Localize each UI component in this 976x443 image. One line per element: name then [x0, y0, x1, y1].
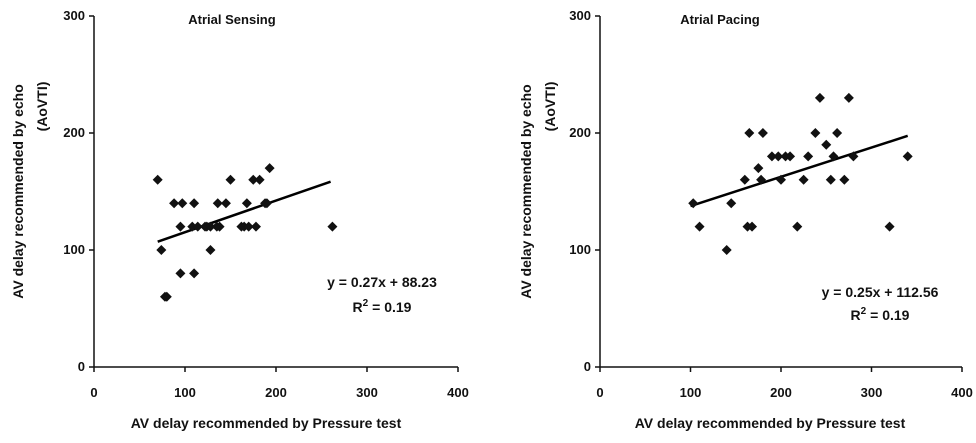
chart1-data-point — [189, 198, 200, 209]
chart1-regression-equation: y = 0.27x + 88.23 — [327, 274, 437, 290]
chart2-data-point — [694, 221, 705, 232]
chart2-x-tick-label: 400 — [951, 385, 973, 400]
chart2-data-point — [726, 198, 737, 209]
chart2-y-tick-label: 100 — [569, 242, 591, 257]
chart2-data-point — [792, 221, 803, 232]
chart1-y-axis-label-sub: (AoVTI) — [34, 82, 50, 132]
chart2-y-tick-label: 300 — [569, 8, 591, 23]
chart2-data-point — [832, 128, 843, 138]
chart2-data-point — [753, 163, 764, 174]
chart1-data-point — [152, 174, 163, 185]
chart2-y-axis-label: AV delay recommended by echo — [518, 84, 534, 298]
chart2-data-point — [902, 151, 913, 162]
chart2-data-point — [739, 174, 750, 185]
chart1-data-point — [261, 198, 272, 209]
chart2-data-point — [747, 221, 758, 232]
chart1-data-point — [205, 245, 216, 255]
chart2-regression-equation: y = 0.25x + 112.56 — [822, 284, 939, 300]
chart2-data-point — [821, 139, 832, 150]
chart2-data-point — [810, 128, 821, 138]
chart1-x-tick-label: 200 — [265, 385, 287, 400]
chart2-data-point — [798, 174, 809, 185]
chart2-data-point — [825, 174, 836, 185]
chart1-x-tick-label: 100 — [174, 385, 196, 400]
chart1-x-axis-label: AV delay recommended by Pressure test — [131, 415, 402, 431]
chart2-data-point — [803, 151, 814, 162]
chart1-data-point — [243, 221, 254, 232]
chart2-data-point — [828, 151, 839, 162]
chart1-data-point — [254, 174, 265, 185]
chart1-data-point — [205, 221, 216, 232]
chart2-x-tick-label: 100 — [680, 385, 702, 400]
chart1-data-point — [250, 221, 261, 232]
chart2-y-tick-label: 200 — [569, 125, 591, 140]
chart1-data-point — [156, 245, 167, 255]
chart1-x-tick-label: 300 — [356, 385, 378, 400]
chart1-title: Atrial Sensing — [188, 12, 275, 27]
chart2-data-point — [776, 174, 786, 185]
chart1-data-point — [264, 163, 275, 174]
chart1-data-point — [169, 198, 180, 209]
chart2-x-axis-label: AV delay recommended by Pressure test — [635, 415, 906, 431]
chart1-data-point — [175, 268, 186, 279]
chart1-y-axis-label: AV delay recommended by echo — [10, 84, 26, 298]
chart2-trend-line — [690, 134, 909, 208]
chart1-y-tick-label: 100 — [63, 242, 85, 257]
chart1-data-point — [175, 221, 186, 232]
chart2-data-point — [744, 128, 755, 138]
chart2-data-point — [756, 174, 767, 185]
chart2-x-tick-label: 200 — [770, 385, 792, 400]
chart1-data-point — [214, 221, 225, 232]
chart1-y-tick-label: 200 — [63, 125, 85, 140]
chart2-data-point — [688, 198, 699, 209]
chart2-title: Atrial Pacing — [680, 12, 760, 27]
chart1-data-point — [220, 198, 231, 209]
chart2-data-point — [757, 128, 768, 138]
chart2-y-tick-label: 0 — [584, 359, 591, 374]
chart2-data-point — [839, 174, 850, 185]
chart1-data-point — [177, 198, 188, 209]
chart2-data-point — [848, 151, 859, 162]
chart1-trend-line — [157, 180, 332, 243]
chart1-data-point — [327, 221, 338, 232]
chart2-data-point — [721, 245, 732, 255]
chart1-data-point — [248, 174, 259, 185]
chart2-data-point — [785, 151, 796, 162]
chart1-x-tick-label: 400 — [447, 385, 469, 400]
chart1-data-point — [192, 221, 203, 232]
chart2-r-squared: R2 = 0.19 — [851, 306, 910, 323]
chart1-x-tick-label: 0 — [90, 385, 97, 400]
chart1-data-point — [189, 268, 200, 279]
chart1-data-point — [212, 198, 223, 209]
chart1-r-squared: R2 = 0.19 — [353, 298, 412, 315]
chart1-y-tick-label: 0 — [78, 359, 85, 374]
chart2-data-point — [766, 151, 777, 162]
chart1-y-tick-label: 300 — [63, 8, 85, 23]
chart2-data-point — [814, 92, 825, 103]
chart2-data-point — [843, 92, 854, 103]
chart1-data-point — [161, 291, 172, 302]
chart1-data-point — [225, 174, 236, 185]
chart1-data-point — [187, 221, 198, 232]
chart2-y-axis-label-sub: (AoVTI) — [542, 82, 558, 132]
chart2-data-point — [884, 221, 895, 232]
chart2-x-tick-label: 300 — [861, 385, 883, 400]
chart2-x-tick-label: 0 — [596, 385, 603, 400]
chart2-data-point — [773, 151, 784, 162]
chart1-data-point — [241, 198, 252, 209]
